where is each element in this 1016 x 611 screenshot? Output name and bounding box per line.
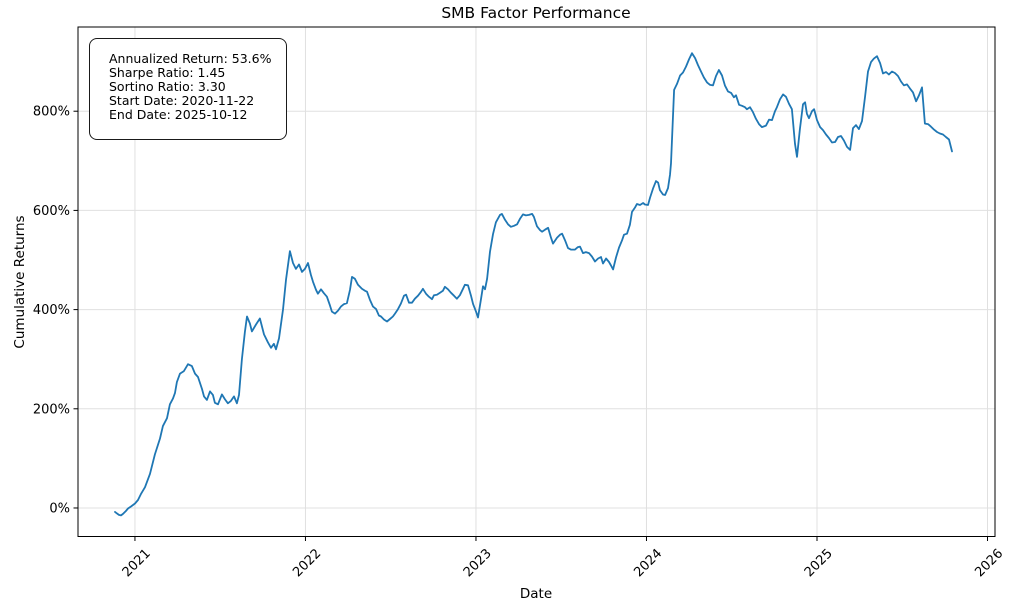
x-axis-label: Date (519, 586, 553, 602)
svg-text:200%: 200% (33, 402, 70, 417)
svg-text:2023: 2023 (461, 546, 495, 580)
stat-annualized-return: Annualized Return: 53.6% (109, 51, 272, 66)
series-line (114, 52, 953, 517)
svg-text:400%: 400% (33, 303, 70, 318)
stat-end-date: End Date: 2025-10-12 (109, 107, 248, 122)
svg-text:600%: 600% (33, 204, 70, 219)
stats-annotation-box: Annualized Return: 53.6% Sharpe Ratio: 1… (89, 38, 287, 140)
svg-text:2021: 2021 (120, 546, 154, 580)
chart-title: SMB Factor Performance (441, 4, 631, 22)
plot-spines (77, 26, 996, 537)
stat-sharpe-ratio: Sharpe Ratio: 1.45 (109, 65, 226, 80)
y-tick-labels: 0% 200% 400% 600% 800% (33, 105, 70, 517)
y-axis-label: Cumulative Returns (12, 215, 28, 349)
svg-text:2026: 2026 (972, 546, 1006, 580)
stat-start-date: Start Date: 2020-11-22 (109, 93, 255, 108)
x-tick-labels: 2021 2022 2023 2024 2025 2026 (120, 546, 1007, 580)
stat-sortino-ratio: Sortino Ratio: 3.30 (109, 79, 226, 94)
svg-text:800%: 800% (33, 105, 70, 120)
svg-text:2024: 2024 (631, 546, 665, 580)
svg-text:0%: 0% (49, 501, 70, 516)
svg-text:2025: 2025 (802, 546, 836, 580)
tick-marks (73, 110, 988, 541)
svg-text:2022: 2022 (290, 546, 324, 580)
